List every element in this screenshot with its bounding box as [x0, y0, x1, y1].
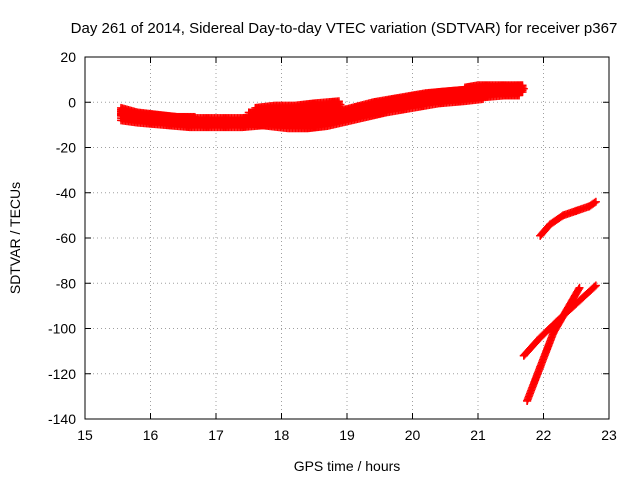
track-b-point: [303, 118, 312, 127]
y-tick-label: -20: [56, 140, 76, 156]
segment-lower-a-point: [591, 281, 600, 290]
segment-lower-a-point: [519, 351, 528, 360]
axis-ticks: 15 16 17 18 19 20 21 22 23 -140 -120 -100 -80 -60 -40 -…: [48, 49, 617, 443]
track-b-point: [408, 98, 417, 107]
track-b-point: [382, 102, 391, 111]
x-tick-label: 15: [77, 427, 93, 443]
track-a-point: [192, 116, 201, 125]
y-tick-label: -100: [48, 321, 76, 337]
track-c-point: [310, 102, 319, 111]
x-tick-label: 16: [143, 427, 159, 443]
track-b-point: [284, 118, 293, 127]
y-tick-label: -80: [56, 275, 76, 291]
track-c-point: [270, 105, 279, 114]
track-main-point: [238, 118, 247, 127]
y-tick-label: 0: [68, 94, 76, 110]
x-tick-label: 20: [405, 427, 421, 443]
x-tick-label: 22: [536, 427, 552, 443]
track-a-point: [172, 116, 181, 125]
track-c-point: [290, 105, 299, 114]
track-b-point: [343, 111, 351, 120]
segment-lower-b-point: [549, 329, 558, 338]
segment-upper-point: [536, 231, 545, 240]
chart-title: Day 261 of 2014, Sidereal Day-to-day VTE…: [71, 20, 618, 37]
segment-lower-b-point: [523, 396, 532, 405]
segment-lower-a-point: [536, 333, 545, 342]
y-axis-label: SDTVAR / TECUs: [7, 182, 23, 294]
x-tick-label: 23: [601, 427, 617, 443]
track-a-point: [153, 114, 162, 123]
segment-upper-point: [572, 206, 581, 215]
track-c-point: [336, 100, 345, 109]
track-b-point: [323, 116, 332, 125]
track-a-point: [117, 107, 126, 116]
data-marks: [117, 81, 600, 405]
segment-lower-b-point: [575, 283, 584, 292]
track-d-point: [519, 84, 528, 93]
track-d-point: [460, 86, 469, 95]
track-d-point: [500, 84, 509, 93]
track-main-point: [212, 118, 220, 127]
segment-upper-point: [559, 211, 568, 220]
x-tick-label: 21: [470, 427, 486, 443]
track-a-point: [133, 111, 142, 120]
y-tick-label: -120: [48, 366, 76, 382]
track-d-point: [474, 84, 482, 93]
x-axis-label: GPS time / hours: [294, 458, 401, 474]
x-tick-label: 19: [339, 427, 355, 443]
track-b-point: [244, 114, 253, 123]
track-d-point: [487, 84, 496, 93]
y-tick-label: -140: [48, 411, 76, 427]
track-b-point: [434, 93, 443, 102]
x-tick-label: 17: [208, 427, 224, 443]
segment-upper-point: [546, 220, 555, 229]
segment-lower-b-point: [562, 306, 571, 315]
y-tick-label: -60: [56, 230, 76, 246]
track-b-point: [264, 116, 273, 125]
track-b-point: [362, 107, 371, 116]
x-tick-label: 18: [274, 427, 290, 443]
segment-upper-point: [591, 197, 600, 206]
segment-lower-b-point: [536, 362, 545, 371]
y-tick-label: 20: [60, 49, 76, 65]
track-c-point: [251, 107, 260, 116]
segment-upper-point: [585, 202, 594, 211]
y-tick-label: -40: [56, 185, 76, 201]
